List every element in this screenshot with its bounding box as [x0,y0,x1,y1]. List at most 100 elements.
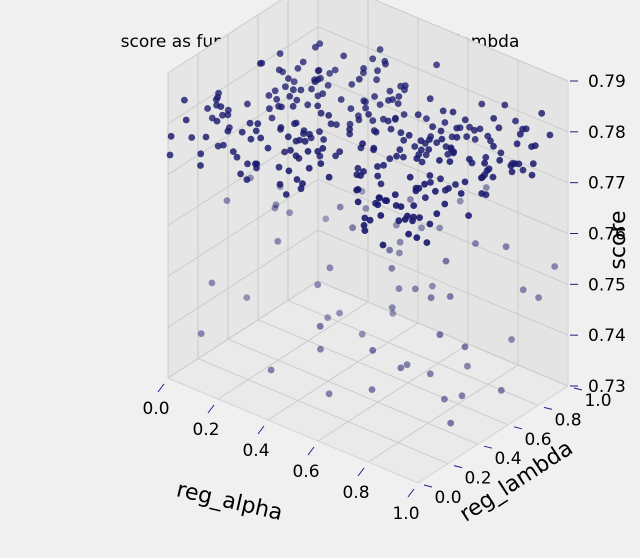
scatter-point [397,129,405,137]
scatter-point [396,249,403,257]
scatter-point [490,142,497,150]
scatter-point [271,204,279,212]
scatter-point [292,152,300,160]
scatter-point [267,366,275,374]
scatter-point [355,75,363,83]
y-tick-label: 0.4 [494,449,521,469]
scatter-point [317,345,324,353]
scatter-point [426,220,434,228]
scatter-point [466,155,473,163]
scatter-point [478,190,486,197]
scatter-point [275,66,283,74]
scatter-point [220,141,227,149]
scatter-point [407,196,414,203]
scatter-point [375,194,383,202]
scatter-point [272,201,280,209]
scatter-point [354,164,362,172]
scatter-point [446,293,454,300]
scatter-point [432,187,439,195]
scatter-point [289,102,297,110]
scatter-point [445,185,452,192]
scatter-point [379,241,387,249]
scatter-point [333,121,340,128]
scatter-point [400,136,408,144]
grid-line-floor-lambda [197,358,449,465]
scatter-point [433,139,441,147]
scatter-point [268,114,276,122]
scatter-point [286,209,293,217]
scatter-point [396,238,404,246]
scatter-point [414,111,422,119]
scatter-point [441,119,449,126]
scatter-point [397,203,405,211]
scatter-point [466,123,473,131]
scatter-point [285,75,292,82]
scatter-point [324,82,332,89]
scatter-point [265,92,273,99]
scatter-point [188,134,196,141]
scatter-point [271,87,279,95]
scatter-point [374,172,382,180]
y-tick-label: 0.6 [524,430,551,450]
scatter-point [317,109,325,117]
x-tick-mark [407,488,415,498]
scatter-point [167,132,175,140]
scatter-point [243,294,251,301]
scatter-point [312,43,319,51]
scatter-point [243,176,251,184]
scatter-point [513,140,521,148]
scatter-point [441,395,448,403]
axis-line-lambda [417,385,569,484]
scatter-point [472,240,479,247]
scatter-point [512,117,519,125]
scatter-point [413,155,421,162]
scatter-point [374,67,381,75]
scatter-point [397,364,405,372]
scatter-point [422,194,429,202]
scatter-point [384,117,392,125]
scatter-point [380,161,387,169]
scatter-point [274,237,282,245]
scatter-point [213,117,221,125]
z-tick-label: 0.78 [588,123,626,143]
scatter-point [438,135,446,143]
scatter-point [293,176,301,183]
scatter-point [508,168,516,176]
z-tick-label: 0.74 [588,326,626,346]
scatter-point [289,86,297,94]
scatter-point [337,96,345,103]
scatter-point [452,181,459,188]
scatter-point [374,163,381,170]
scatter-point [426,95,434,103]
scatter-point [389,310,397,317]
scatter-point [276,180,284,188]
z-tick-label: 0.77 [588,174,626,194]
scatter-point [405,131,413,139]
scatter-point [406,173,414,181]
scatter-point [314,67,322,75]
grid-line-floor-alpha [267,322,419,421]
grid-line-wall-score [167,0,282,74]
scatter-point [528,171,536,179]
floor-pane [168,281,568,483]
scatter-point [247,135,255,143]
scatter-points [166,40,559,427]
scatter-point [361,214,369,222]
scatter-point [369,55,377,63]
scatter-point [285,167,293,175]
right-pane [318,0,568,386]
scatter-point [304,101,312,109]
grid-line-floor-alpha [317,343,469,442]
scatter-point [397,82,405,90]
scatter-point [429,123,436,131]
scatter-point [501,101,509,109]
scatter-point [392,114,399,122]
scatter-point [507,162,515,170]
scatter-point [360,65,367,72]
scatter-point [282,191,290,198]
scatter-point [238,128,246,136]
scatter-point [416,214,423,222]
scatter-point [485,165,493,173]
scatter-point [204,105,212,112]
x-tick-label: 0.4 [242,441,269,461]
